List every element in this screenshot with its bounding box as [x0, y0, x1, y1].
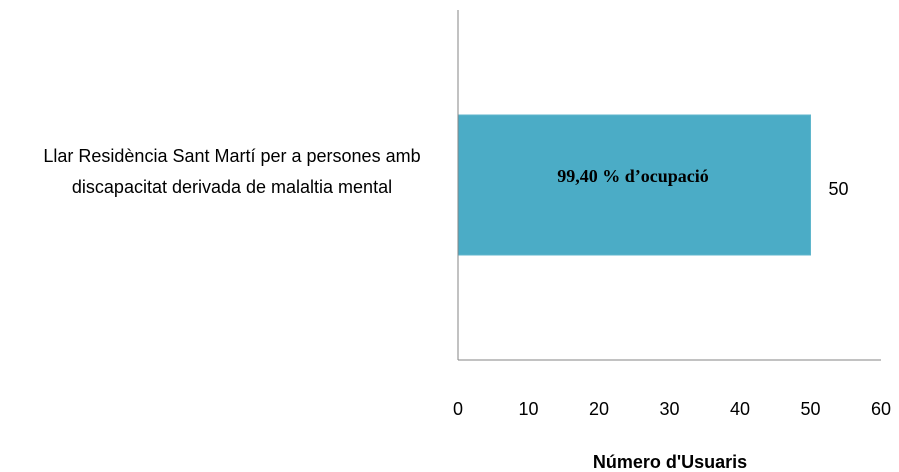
- bar: [457, 114, 811, 256]
- annotation: 99,40 % d’ocupació: [557, 166, 709, 186]
- x-tick-label: 0: [453, 399, 463, 419]
- x-tick-label: 20: [589, 399, 609, 419]
- x-tick-label: 30: [659, 399, 679, 419]
- x-tick-label: 50: [800, 399, 820, 419]
- x-tick-label: 40: [730, 399, 750, 419]
- x-tick-label: 60: [871, 399, 891, 419]
- category-label: Llar Residència Sant Martí per a persone…: [43, 146, 421, 197]
- value-label: 50: [828, 179, 848, 199]
- x-axis-label: Número d'Usuaris: [593, 452, 747, 472]
- x-tick-label: 10: [518, 399, 538, 419]
